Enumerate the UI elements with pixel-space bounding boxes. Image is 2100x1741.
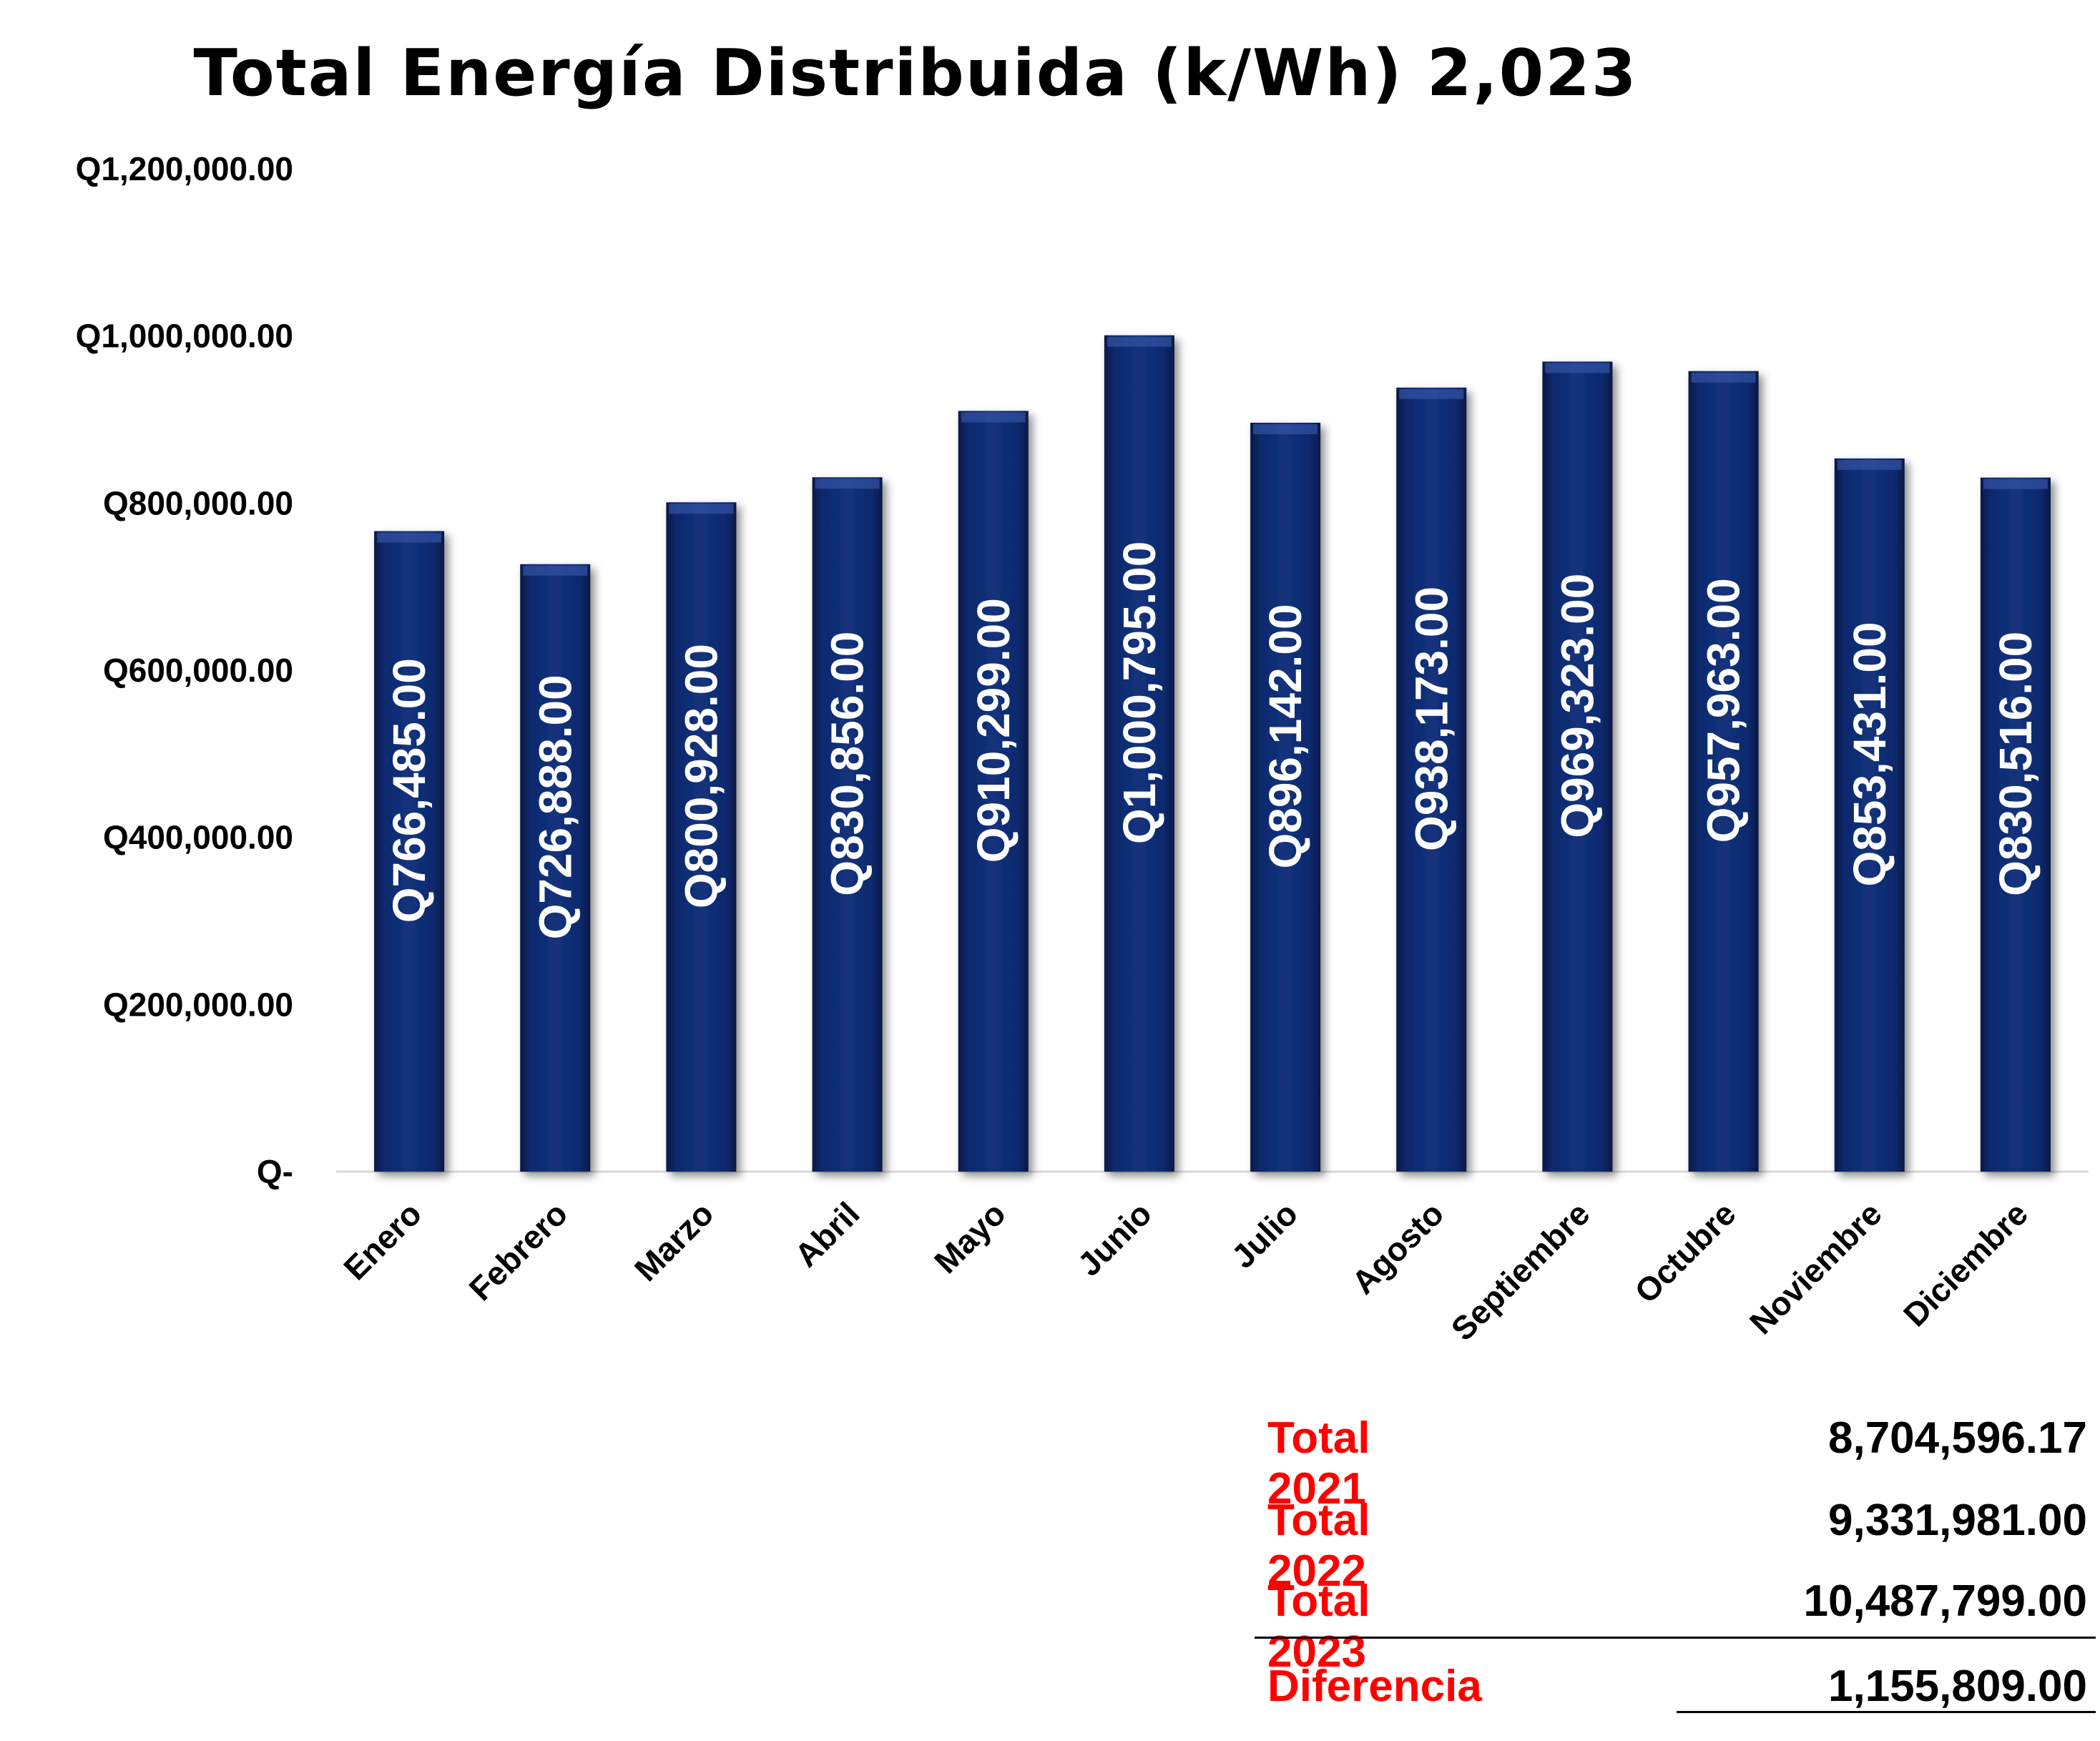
x-tick-label: Septiembre <box>1444 1195 1597 1348</box>
bar-highlight <box>523 565 588 576</box>
bar-highlight <box>1545 363 1610 373</box>
y-tick-label: Q200,000.00 <box>103 986 293 1023</box>
bar-group: Q853,431.00 Noviembre <box>1742 458 1905 1341</box>
total-2022-label: Total 2022 <box>1267 1496 1370 1596</box>
bar-highlight <box>1107 336 1172 347</box>
x-tick-label: Octubre <box>1627 1195 1742 1310</box>
bar-value-label: Q910,299.00 <box>968 598 1019 863</box>
bar-highlight <box>669 504 734 514</box>
bar-value-label: Q938,173.00 <box>1405 587 1457 851</box>
bar-group: Q938,173.00 Agosto <box>1345 387 1467 1301</box>
chart-title: Total Energía Distribuida (k/Wh) 2,023 <box>193 36 1638 111</box>
bar <box>1980 477 2051 1172</box>
bar-highlight <box>1983 479 2048 489</box>
bar <box>1542 361 1613 1172</box>
x-tick-label: Abril <box>788 1195 867 1274</box>
bar <box>1688 371 1759 1172</box>
bar-value-label: Q1,000,795.00 <box>1114 541 1165 844</box>
y-tick-label: Q400,000.00 <box>103 819 293 856</box>
difference-label: Diferencia <box>1267 1662 1482 1711</box>
bar-value-label: Q800,928.00 <box>675 644 727 908</box>
bar-value-label: Q766,485.00 <box>383 658 435 923</box>
bar-group: Q910,299.00 Mayo <box>927 411 1029 1280</box>
x-tick-label: Agosto <box>1345 1195 1451 1301</box>
bar <box>1396 387 1467 1172</box>
bar-chart: Q- Q200,000.00 Q400,000.00 Q600,000.00 Q800,… <box>76 150 2089 1348</box>
bar <box>666 502 737 1172</box>
total-2021-label: Total 2021 <box>1267 1413 1370 1514</box>
x-tick-label: Julio <box>1224 1195 1305 1275</box>
bar-highlight <box>1253 424 1318 435</box>
difference-underline <box>1677 1711 2096 1713</box>
bar-highlight <box>1691 372 1756 383</box>
bar-value-label: Q726,888.00 <box>529 675 581 939</box>
bar-group: Q830,516.00 Diciembre <box>1896 477 2051 1333</box>
total-2023-value: 10,487,799.00 <box>1803 1576 2088 1626</box>
bar-highlight <box>961 412 1026 423</box>
x-tick-label: Noviembre <box>1742 1195 1889 1341</box>
bar <box>374 531 445 1172</box>
difference-value: 1,155,809.00 <box>1827 1662 2087 1711</box>
bar-group: Q726,888.00 Febrero <box>461 564 591 1308</box>
bar-value-label: Q853,431.00 <box>1844 622 1895 886</box>
bar-group: Q1,000,795.00 Junio <box>1070 335 1174 1283</box>
bar <box>812 477 883 1172</box>
bar <box>1104 335 1174 1172</box>
bar-group: Q800,928.00 Marzo <box>627 502 737 1288</box>
total-2022-value: 9,331,981.00 <box>1827 1496 2087 1545</box>
bar-highlight <box>1837 459 1902 470</box>
bar-value-label: Q830,856.00 <box>822 632 873 896</box>
x-tick-label: Enero <box>336 1195 428 1287</box>
x-tick-label: Mayo <box>927 1195 1013 1280</box>
bar-group: Q766,485.00 Enero <box>336 531 445 1287</box>
bar-group: Q969,323.00 Septiembre <box>1444 361 1613 1348</box>
y-tick-label: Q1,200,000.00 <box>76 150 293 187</box>
bar-highlight <box>815 479 880 489</box>
x-tick-label: Febrero <box>461 1195 574 1308</box>
x-tick-label: Diciembre <box>1896 1195 2035 1333</box>
bar-value-label: Q896,142.00 <box>1260 604 1311 868</box>
bar-highlight <box>377 532 442 543</box>
bar-highlight <box>1399 388 1464 399</box>
bar-value-label: Q830,516.00 <box>1990 632 2041 896</box>
bar <box>520 564 591 1172</box>
x-tick-label: Marzo <box>627 1195 721 1288</box>
bar-group: Q830,856.00 Abril <box>788 477 883 1274</box>
total-2023-label: Total 2023 <box>1267 1576 1370 1677</box>
y-tick-label: Q1,000,000.00 <box>76 318 293 355</box>
bar-group: Q896,142.00 Julio <box>1224 423 1321 1275</box>
total-2021-value: 8,704,596.17 <box>1827 1413 2087 1463</box>
bar-value-label: Q969,323.00 <box>1551 574 1603 838</box>
bar <box>1250 423 1321 1172</box>
bar <box>958 411 1029 1172</box>
y-tick-label: Q800,000.00 <box>103 484 293 521</box>
totals-divider <box>1255 1637 2096 1639</box>
y-tick-label: Q600,000.00 <box>103 652 293 689</box>
bar-value-label: Q957,963.00 <box>1698 578 1750 843</box>
bar <box>1834 458 1905 1172</box>
x-tick-label: Junio <box>1070 1195 1159 1283</box>
y-tick-label: Q- <box>257 1153 293 1190</box>
bar-group: Q957,963.00 Octubre <box>1627 371 1759 1310</box>
